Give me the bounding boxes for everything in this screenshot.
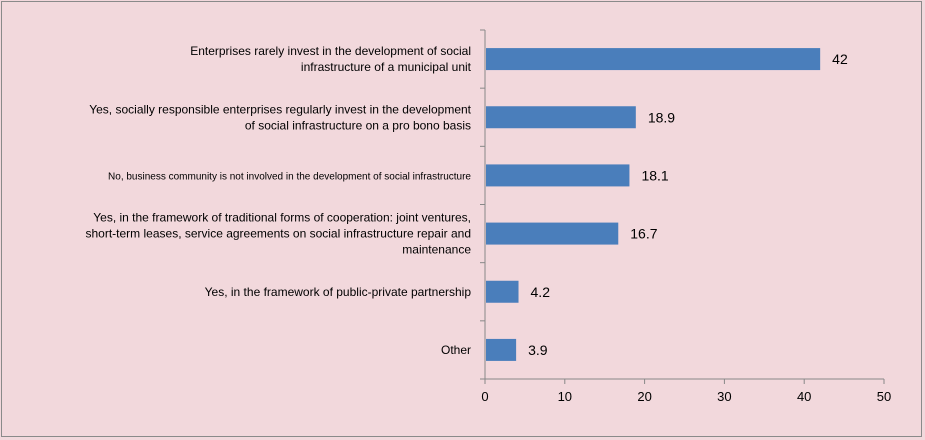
category-label: Enterprises rarely invest in the develop…	[190, 44, 471, 74]
x-tick-label: 20	[637, 389, 651, 404]
x-tick-label: 30	[717, 389, 731, 404]
category-label-line: Yes, in the framework of traditional for…	[93, 211, 471, 225]
x-tick-label: 50	[877, 389, 891, 404]
category-label: Yes, in the framework of traditional for…	[86, 211, 472, 257]
category-label-line: Yes, in the framework of public-private …	[205, 285, 472, 299]
data-label: 4.2	[531, 284, 551, 300]
bar	[486, 164, 630, 187]
bar	[486, 338, 517, 361]
bar	[486, 280, 519, 303]
category-label: Other	[441, 343, 471, 357]
bar	[486, 106, 636, 129]
x-tick-label: 10	[558, 389, 572, 404]
x-tick-label: 40	[797, 389, 811, 404]
data-label: 18.9	[648, 109, 675, 125]
data-label: 42	[832, 51, 848, 67]
category-label-line: infrastructure of a municipal unit	[301, 60, 472, 74]
data-label: 18.1	[641, 167, 668, 183]
category-label-line: of social infrastructure on a pro bono b…	[245, 118, 471, 132]
category-label: Yes, in the framework of public-private …	[205, 285, 472, 299]
category-label-line: Yes, socially responsible enterprises re…	[89, 102, 471, 116]
category-label-line: Enterprises rarely invest in the develop…	[190, 44, 471, 58]
category-label-line: short-term leases, service agreements on…	[86, 227, 472, 241]
category-label-line: Other	[441, 343, 471, 357]
category-label: No, business community is not involved i…	[108, 171, 471, 182]
bar	[486, 48, 821, 71]
category-label: Yes, socially responsible enterprises re…	[89, 102, 471, 132]
x-tick-label: 0	[481, 389, 488, 404]
category-label-line: maintenance	[402, 243, 471, 257]
data-label: 16.7	[630, 226, 657, 242]
bar	[486, 222, 619, 245]
data-label: 3.9	[528, 342, 548, 358]
category-label-line: No, business community is not involved i…	[108, 171, 471, 182]
